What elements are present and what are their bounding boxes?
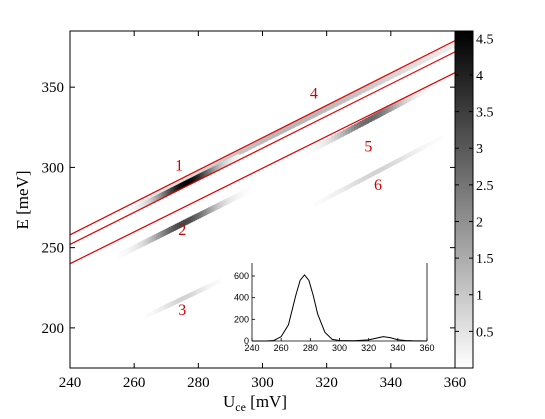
band-1 — [127, 153, 240, 216]
y-tick-label: 200 — [42, 321, 65, 337]
x-tick-label: 280 — [187, 375, 210, 391]
colorbar — [454, 30, 474, 369]
x-tick-label: 260 — [123, 375, 146, 391]
inset-x-tick-label: 360 — [419, 343, 434, 353]
band-cell — [439, 46, 445, 55]
band-annotations: 1 2 3 4 5 6 — [175, 85, 382, 319]
y-tick-label: 350 — [42, 80, 65, 96]
inset-line-chart: 240 260 280 300 320 340 360 0 200 400 600 — [234, 263, 435, 353]
band-cell — [451, 41, 455, 50]
colorbar-ticks: 0.5 1 1.5 2 2.5 3 3.5 4 4.5 — [455, 32, 494, 340]
x-tick-label: 300 — [251, 375, 274, 391]
band-label: 6 — [374, 177, 382, 194]
band-label: 3 — [178, 302, 186, 319]
band-cell — [236, 153, 240, 161]
y-tick-label: 300 — [42, 160, 65, 176]
colorbar-tick-label: 2 — [476, 215, 483, 230]
band-cell — [447, 42, 453, 51]
y-axis: 200 250 300 350 — [42, 80, 455, 337]
inset-x-tick-label: 260 — [274, 343, 289, 353]
fit-line-1 — [70, 40, 455, 236]
inset-y-tick-label: 0 — [244, 336, 249, 346]
band-cell — [443, 44, 449, 53]
colorbar-tick-label: 4 — [476, 69, 483, 84]
band-label: 4 — [310, 85, 318, 102]
band-cell — [438, 135, 442, 142]
band-3 — [145, 278, 222, 319]
y-axis-title: E [meV] — [13, 170, 32, 229]
inset-y-tick-label: 200 — [234, 314, 249, 324]
x-axis-title-main: U — [223, 392, 235, 411]
band-cell — [247, 186, 252, 194]
x-tick-label: 340 — [380, 375, 403, 391]
colorbar-tick-label: 1.5 — [476, 252, 494, 267]
fit-line-3 — [70, 72, 455, 265]
colorbar-tick-label: 1 — [476, 289, 483, 304]
inset-x-tick-label: 300 — [332, 343, 347, 353]
colorbar-tick-label: 2.5 — [476, 179, 494, 194]
inset-series-line — [252, 274, 428, 342]
x-axis-title-unit: [mV] — [246, 392, 287, 411]
band-6 — [313, 135, 442, 208]
inset-x-tick-label: 320 — [361, 343, 376, 353]
y-tick-label: 250 — [42, 241, 65, 257]
inset-x-tick-label: 340 — [390, 343, 405, 353]
colorbar-tick-label: 3 — [476, 142, 483, 157]
band-2 — [118, 186, 252, 259]
x-axis: 240 260 280 300 320 340 360 — [59, 31, 467, 391]
intensity-bands — [118, 41, 455, 319]
x-tick-label: 320 — [315, 375, 338, 391]
band-5 — [306, 82, 434, 156]
fit-lines — [70, 40, 455, 265]
band-cell — [431, 50, 437, 59]
band-label: 5 — [364, 138, 372, 155]
inset-background — [252, 263, 427, 341]
band-cell — [219, 278, 222, 284]
colorbar-tick-label: 0.5 — [476, 325, 494, 340]
band-label: 1 — [175, 158, 183, 175]
colorbar-tick-label: 4.5 — [476, 32, 494, 47]
x-axis-title-sub: ce — [235, 400, 246, 414]
inset-y-tick-label: 400 — [234, 293, 249, 303]
colorbar-tick-label: 3.5 — [476, 106, 494, 121]
inset-x-tick-label: 280 — [303, 343, 318, 353]
inset-y-tick-label: 600 — [234, 271, 249, 281]
x-axis-title: Uce [mV] — [223, 392, 287, 414]
fit-line-2 — [70, 51, 455, 245]
band-label: 2 — [178, 222, 186, 239]
x-tick-label: 360 — [444, 375, 467, 391]
inset-x-tick-label: 240 — [244, 343, 259, 353]
band-cell — [435, 48, 441, 57]
x-tick-label: 240 — [59, 375, 82, 391]
